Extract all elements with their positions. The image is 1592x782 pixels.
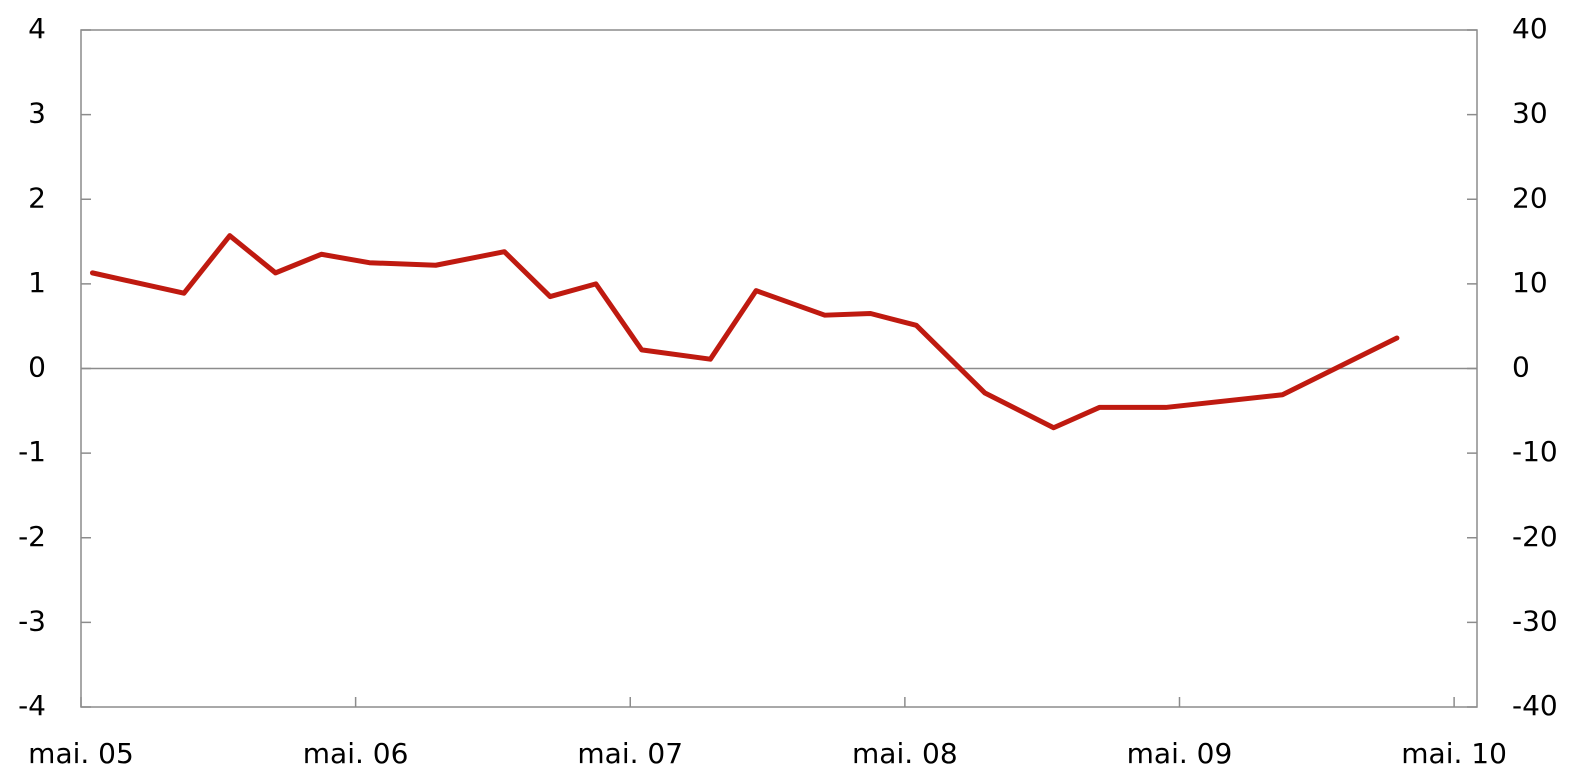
y-tick-label: -1 (18, 435, 46, 468)
x-tick-label: mai. 09 (1127, 737, 1233, 770)
y2-tick-label: 30 (1512, 97, 1548, 130)
y-tick-label: 0 (28, 351, 46, 384)
y2-tick-label: -40 (1512, 689, 1558, 722)
y2-tick-label: 20 (1512, 181, 1548, 214)
line-series (89, 233, 1400, 431)
y-tick-label: 3 (28, 97, 46, 130)
y2-tick-label: -30 (1512, 604, 1558, 637)
x-tick-label: mai. 10 (1401, 737, 1507, 770)
y2-tick-label: 10 (1512, 266, 1548, 299)
y2-tick-label: -20 (1512, 520, 1558, 553)
y-tick-label: 2 (28, 181, 46, 214)
y2-tick-label: -10 (1512, 435, 1558, 468)
x-tick-label: mai. 06 (303, 737, 409, 770)
x-tick-label: mai. 05 (28, 737, 134, 770)
y2-tick-label: 0 (1512, 351, 1530, 384)
y-tick-label: -2 (18, 520, 46, 553)
x-tick-label: mai. 08 (852, 737, 958, 770)
y-tick-label: 1 (28, 266, 46, 299)
y-tick-label: -3 (18, 604, 46, 637)
y2-tick-label: 40 (1512, 12, 1548, 45)
y-tick-label: 4 (28, 12, 46, 45)
y-tick-label: -4 (18, 689, 46, 722)
x-tick-label: mai. 07 (577, 737, 683, 770)
